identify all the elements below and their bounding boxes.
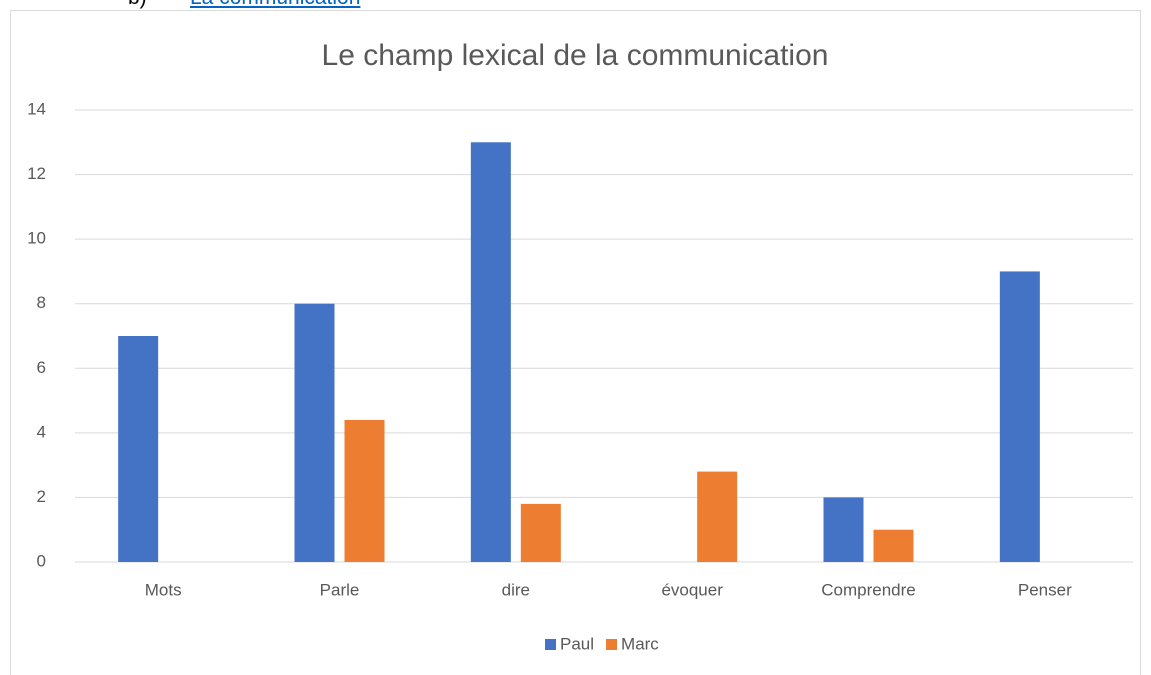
chart-title: Le champ lexical de la communication bbox=[322, 39, 829, 72]
bar bbox=[344, 419, 385, 562]
legend-label: Paul bbox=[560, 634, 594, 653]
x-tick-label: Mots bbox=[145, 580, 182, 599]
legend-label: Marc bbox=[621, 634, 659, 653]
bar bbox=[294, 303, 335, 562]
chart-frame bbox=[10, 10, 1141, 675]
x-tick-label: dire bbox=[502, 580, 530, 599]
heading-link[interactable]: La communication bbox=[190, 0, 360, 10]
y-tick-label: 14 bbox=[27, 99, 46, 118]
x-tick-label: Penser bbox=[1018, 580, 1072, 599]
legend-swatch bbox=[606, 639, 618, 650]
x-tick-label: Parle bbox=[320, 580, 360, 599]
bar bbox=[697, 471, 738, 562]
legend-swatch bbox=[545, 639, 556, 650]
x-tick-label: évoquer bbox=[661, 580, 723, 599]
bar bbox=[823, 497, 864, 562]
y-tick-label: 12 bbox=[27, 164, 46, 183]
bar bbox=[118, 336, 159, 562]
x-tick-label: Comprendre bbox=[821, 580, 916, 599]
y-tick-label: 10 bbox=[27, 229, 46, 248]
y-tick-label: 8 bbox=[37, 293, 46, 312]
heading-text[interactable]: La communication bbox=[190, 0, 360, 9]
bar bbox=[873, 529, 914, 562]
y-tick-label: 2 bbox=[37, 487, 46, 506]
y-tick-label: 6 bbox=[37, 358, 46, 377]
y-tick-label: 4 bbox=[37, 422, 46, 441]
bar bbox=[999, 271, 1040, 562]
heading-marker: b) bbox=[128, 0, 147, 10]
bar bbox=[520, 503, 561, 562]
y-tick-label: 0 bbox=[37, 551, 46, 570]
bar bbox=[470, 142, 511, 563]
